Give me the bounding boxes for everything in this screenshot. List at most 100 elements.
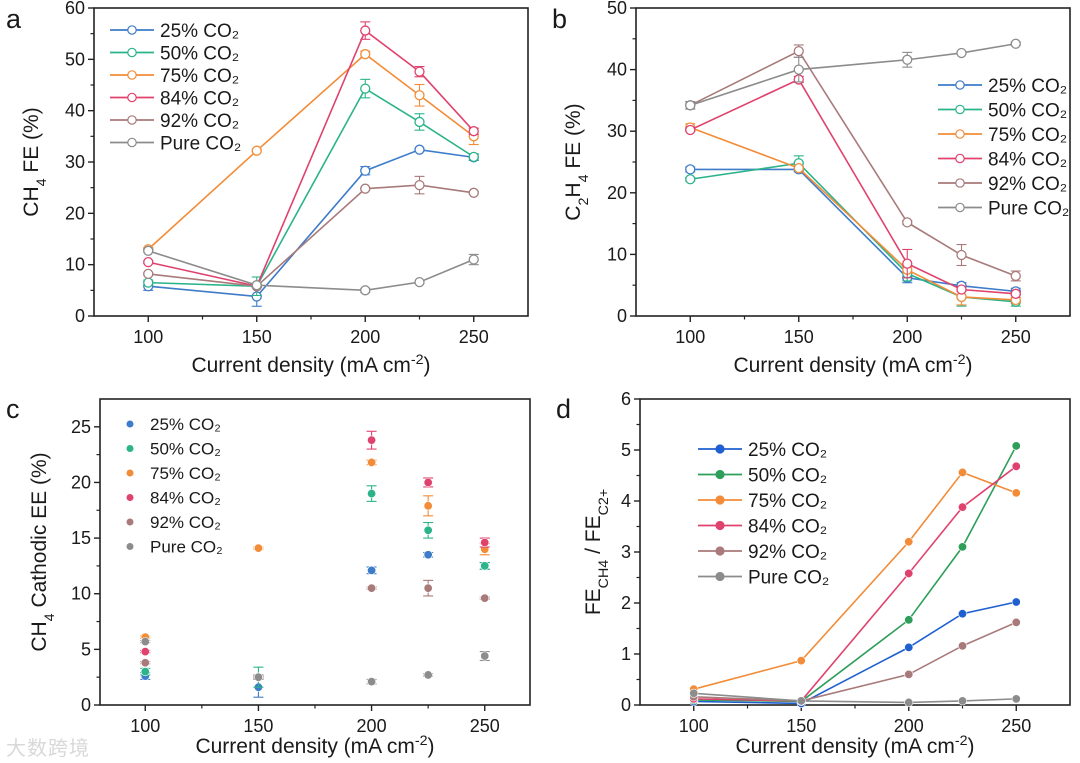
data-point xyxy=(904,697,914,707)
data-point xyxy=(414,179,425,191)
legend-item: 50% CO₂ xyxy=(126,440,221,459)
panel-label: a xyxy=(6,4,22,34)
data-point xyxy=(414,66,425,77)
legend-item: Pure CO₂ xyxy=(110,134,241,155)
data-point xyxy=(480,561,490,571)
y-axis-label-part: 4 xyxy=(576,174,592,182)
data-point xyxy=(902,54,913,65)
legend-marker xyxy=(126,469,134,477)
x-axis-label-part: Current density (mA cm xyxy=(195,735,414,758)
data-point xyxy=(685,174,696,185)
data-point xyxy=(414,144,425,155)
y-tick-label: 4 xyxy=(621,491,631,511)
data-point xyxy=(904,568,914,578)
data-point xyxy=(423,583,433,593)
x-tick-label: 150 xyxy=(786,716,816,736)
series-1 xyxy=(689,441,1021,706)
data-point xyxy=(251,280,262,291)
data-point xyxy=(367,435,377,445)
legend-marker xyxy=(126,445,134,452)
x-tick-label: 250 xyxy=(459,327,489,347)
series-0 xyxy=(143,144,479,307)
x-axis-label: Current density (mA cm-2) xyxy=(195,733,434,758)
legend-marker xyxy=(127,137,137,148)
series-5 xyxy=(143,245,479,296)
data-point xyxy=(143,277,154,288)
legend-marker xyxy=(955,178,965,188)
y-axis-label-part: 4 xyxy=(34,178,50,186)
data-point xyxy=(480,651,490,661)
data-point xyxy=(902,217,913,228)
legend-item: 75% CO₂ xyxy=(110,66,239,87)
data-point xyxy=(480,593,490,603)
data-point xyxy=(957,542,967,552)
data-point xyxy=(1011,694,1021,704)
data-point xyxy=(685,124,696,136)
y-axis-label: FECH4 / FEC2+ xyxy=(582,489,612,615)
y-axis-label-part: FE (%) xyxy=(562,103,585,174)
data-point xyxy=(796,696,806,706)
series-2 xyxy=(689,467,1021,694)
series-5 xyxy=(685,38,1021,111)
y-tick-label: 30 xyxy=(607,121,627,141)
series-4 xyxy=(689,617,1021,706)
data-point xyxy=(468,151,479,163)
data-point xyxy=(360,285,371,296)
legend-label: 50% CO₂ xyxy=(988,101,1067,122)
legend-label: 84% CO₂ xyxy=(988,150,1067,171)
y-tick-label: 20 xyxy=(65,203,85,223)
x-tick-label: 150 xyxy=(784,327,814,347)
x-axis-label-part: Current density (mA cm xyxy=(191,354,410,377)
series-0 xyxy=(140,550,490,698)
data-point xyxy=(143,268,154,280)
y-tick-label: 60 xyxy=(65,0,85,18)
y-tick-label: 0 xyxy=(621,695,631,715)
data-point xyxy=(957,609,967,619)
legend-label: 50% CO₂ xyxy=(150,440,221,459)
y-tick-label: 50 xyxy=(65,49,85,69)
legend-label: 84% CO₂ xyxy=(748,517,827,538)
data-point xyxy=(367,583,377,593)
legend-marker xyxy=(127,115,137,125)
x-tick-label: 100 xyxy=(130,716,160,736)
y-axis-label-part: / FE xyxy=(582,515,605,559)
data-point xyxy=(360,25,371,36)
legend-item: 25% CO₂ xyxy=(110,21,239,42)
legend-marker xyxy=(955,104,965,115)
series-line xyxy=(689,126,1016,301)
data-point xyxy=(956,47,967,59)
legend-label: 84% CO₂ xyxy=(160,89,239,110)
legend-label: 75% CO₂ xyxy=(160,66,239,87)
legend-item: 75% CO₂ xyxy=(938,125,1067,146)
y-axis-label: CH4 FE (%) xyxy=(20,107,50,216)
legend-item: 25% CO₂ xyxy=(698,440,827,461)
data-point xyxy=(360,83,371,94)
data-point xyxy=(140,637,150,647)
legend-label: Pure CO₂ xyxy=(160,134,241,155)
x-axis-label-part: Current density (mA cm xyxy=(733,354,952,377)
y-tick-label: 50 xyxy=(607,0,627,18)
y-tick-label: 6 xyxy=(621,389,631,409)
data-point xyxy=(793,163,804,174)
legend-label: 25% CO₂ xyxy=(160,21,239,42)
series-line xyxy=(693,621,1017,702)
legend-marker xyxy=(955,153,965,164)
series-0 xyxy=(689,597,1021,708)
data-point xyxy=(689,688,699,698)
legend-label: 92% CO₂ xyxy=(150,513,221,532)
legend-label: 25% CO₂ xyxy=(748,440,827,461)
y-axis-label: CH4 Cathodic EE (%) xyxy=(28,452,58,651)
y-axis-label-part: 2 xyxy=(576,198,592,206)
y-tick-label: 30 xyxy=(65,152,85,172)
y-tick-label: 20 xyxy=(71,472,91,492)
y-axis-label-part: CH xyxy=(28,621,51,651)
data-point xyxy=(367,489,377,499)
data-point xyxy=(904,615,914,625)
legend-marker xyxy=(715,546,725,556)
legend-label: 92% CO₂ xyxy=(160,111,239,132)
legend-label: 25% CO₂ xyxy=(988,76,1067,97)
y-tick-label: 10 xyxy=(71,584,91,604)
data-point xyxy=(957,641,967,651)
x-tick-label: 100 xyxy=(679,716,709,736)
